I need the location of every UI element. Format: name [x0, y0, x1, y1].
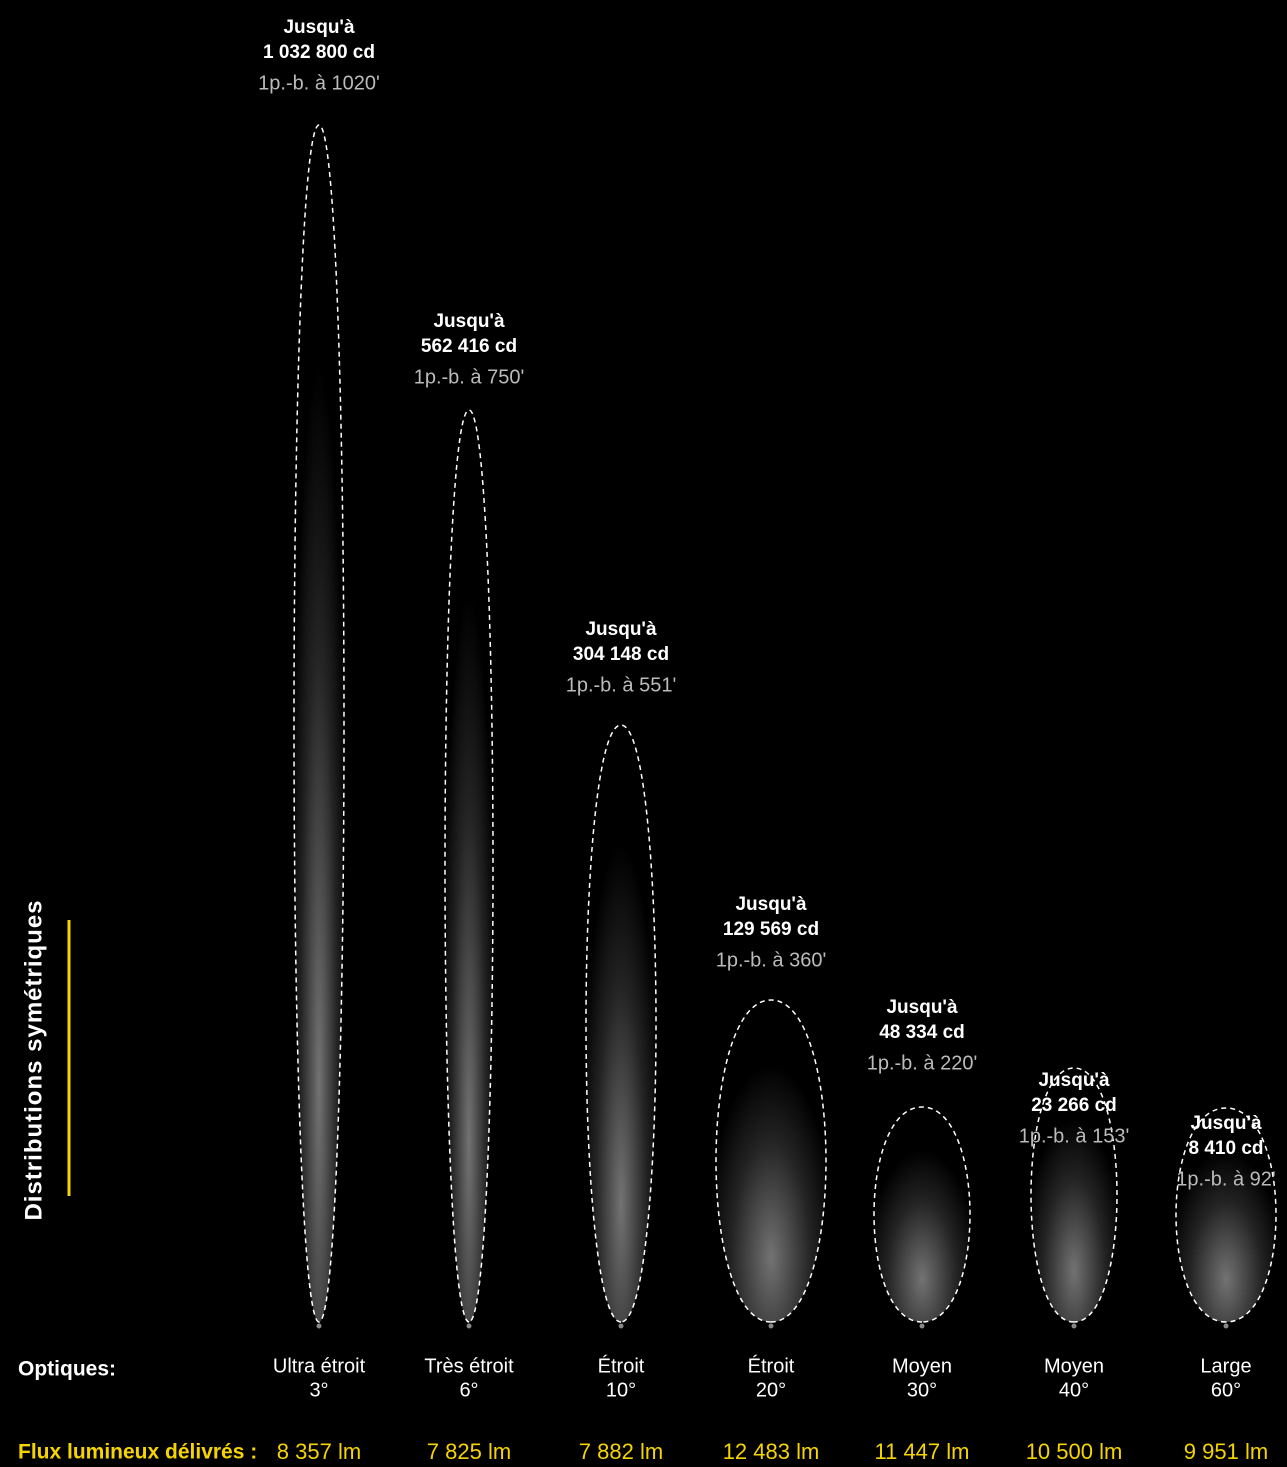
optic-name: Moyen	[892, 1355, 952, 1377]
optic-angle: 40°	[1059, 1379, 1089, 1401]
beam-glow	[1031, 1068, 1117, 1322]
optic-name: Très étroit	[424, 1355, 514, 1377]
optic-angle: 3°	[309, 1379, 328, 1401]
beam-distance: 1p.-b. à 92'	[1176, 1168, 1275, 1190]
flux-value: 12 483 lm	[723, 1439, 820, 1464]
beam-outline	[1030, 1067, 1118, 1323]
side-label: Distributions symétriques	[20, 899, 47, 1220]
beam-glow	[716, 1000, 826, 1322]
beam-heading: Jusqu'à	[886, 997, 957, 1018]
flux-value: 7 882 lm	[579, 1439, 663, 1464]
optic-name: Large	[1200, 1355, 1251, 1377]
beam-distance: 1p.-b. à 220'	[867, 1052, 978, 1074]
optic-angle: 6°	[459, 1379, 478, 1401]
flux-value: 8 357 lm	[277, 1439, 361, 1464]
fixture	[618, 1323, 624, 1329]
beam-outline	[293, 124, 345, 1323]
beam-heading: Jusqu'à	[1038, 1070, 1109, 1091]
beam-distance: 1p.-b. à 360'	[716, 949, 827, 971]
beam-distance: 1p.-b. à 750'	[414, 366, 525, 388]
flux-value: 7 825 lm	[427, 1439, 511, 1464]
fixture	[1223, 1323, 1229, 1329]
beam-glow	[874, 1107, 970, 1322]
beam-distance: 1p.-b. à 551'	[566, 674, 677, 696]
beam-heading: Jusqu'à	[585, 619, 656, 640]
fixture	[768, 1323, 774, 1329]
optics-label: Optiques:	[18, 1358, 116, 1381]
fixture	[919, 1323, 925, 1329]
optic-angle: 20°	[756, 1379, 786, 1401]
optic-name: Étroit	[748, 1354, 795, 1377]
beam-outline	[444, 409, 494, 1323]
beam-intensity: 23 266 cd	[1031, 1095, 1117, 1116]
beam-distance: 1p.-b. à 1020'	[258, 72, 380, 94]
beam-intensity: 304 148 cd	[573, 644, 669, 665]
flux-value: 11 447 lm	[875, 1439, 970, 1464]
beam-distance: 1p.-b. à 153'	[1019, 1125, 1130, 1147]
beam-glow	[1176, 1108, 1276, 1322]
beam-intensity: 8 410 cd	[1189, 1138, 1264, 1159]
optic-name: Étroit	[598, 1354, 645, 1377]
beam-heading: Jusqu'à	[1190, 1113, 1261, 1134]
optic-name: Ultra étroit	[273, 1355, 366, 1377]
optic-angle: 60°	[1211, 1379, 1241, 1401]
beam-heading: Jusqu'à	[433, 311, 504, 332]
fixture	[316, 1323, 322, 1329]
flux-label: Flux lumineux délivrés :	[18, 1441, 257, 1464]
optic-angle: 10°	[606, 1379, 636, 1401]
beam-glow	[445, 410, 493, 1322]
beam-intensity: 562 416 cd	[421, 336, 517, 357]
beam-glow	[586, 725, 656, 1322]
flux-value: 10 500 lm	[1026, 1439, 1123, 1464]
beam-outline	[873, 1106, 971, 1323]
beam-outline	[1175, 1107, 1277, 1323]
beam-heading: Jusqu'à	[283, 17, 354, 38]
optic-name: Moyen	[1044, 1355, 1104, 1377]
beam-intensity: 1 032 800 cd	[263, 42, 375, 63]
beam-outline	[715, 999, 827, 1323]
optic-angle: 30°	[907, 1379, 937, 1401]
flux-value: 9 951 lm	[1184, 1439, 1268, 1464]
fixture	[1071, 1323, 1077, 1329]
beam-intensity: 129 569 cd	[723, 919, 819, 940]
beam-heading: Jusqu'à	[735, 894, 806, 915]
beam-glow	[294, 125, 344, 1322]
fixture	[466, 1323, 472, 1329]
beam-intensity: 48 334 cd	[879, 1022, 965, 1043]
